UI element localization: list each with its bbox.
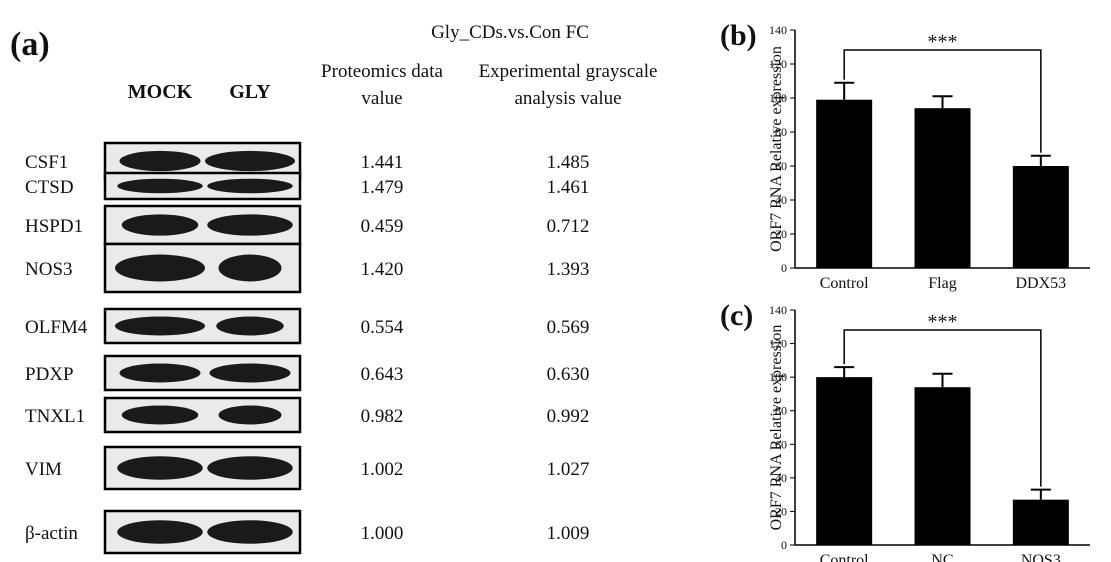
significance-label: *** (928, 311, 958, 333)
cell-value: 0.643 (361, 364, 404, 385)
column-header: value (361, 88, 402, 109)
cell-value: 1.441 (361, 152, 404, 173)
bar (915, 387, 971, 545)
y-axis-label: ORF7 RNA Relative expression (768, 46, 785, 252)
cell-value: 0.982 (361, 406, 404, 427)
blot-band (207, 456, 293, 480)
blot-band (115, 316, 205, 335)
blot-band (219, 405, 282, 424)
cell-value: 0.459 (361, 216, 404, 237)
y-tick-label: 60 (775, 437, 787, 451)
cell-value: 0.630 (547, 364, 590, 385)
blot-band (115, 255, 205, 282)
cell-value: 1.479 (361, 177, 404, 198)
column-header: Experimental grayscale (479, 61, 658, 82)
bar (816, 100, 872, 268)
table-title: Gly_CDs.vs.Con FC (431, 22, 589, 43)
y-tick-label: 120 (769, 57, 787, 71)
x-tick-label: Flag (928, 275, 956, 292)
figure: (a) Gly_CDs.vs.Con FC Proteomics data value… (0, 0, 1111, 562)
figure-canvas: (a) Gly_CDs.vs.Con FC Proteomics data value… (0, 0, 1111, 562)
panel-label: (a) (10, 26, 50, 63)
blot-band (207, 214, 293, 235)
row-name: β-actin (25, 523, 78, 544)
blot-band (120, 151, 201, 171)
y-tick-label: 80 (775, 404, 787, 418)
y-axis-label: ORF7 RNA Relative expression (768, 325, 785, 531)
y-tick-label: 140 (769, 303, 787, 317)
bar (1013, 500, 1069, 545)
blot-band (120, 363, 201, 382)
significance-label: *** (928, 31, 958, 53)
cell-value: 1.461 (547, 177, 590, 198)
y-tick-label: 60 (775, 159, 787, 173)
cell-value: 0.554 (361, 317, 404, 338)
x-tick-label: DDX53 (1015, 275, 1066, 292)
x-tick-label: Control (820, 552, 869, 562)
lane-label: MOCK (128, 81, 193, 103)
cell-value: 1.009 (547, 523, 590, 544)
blot-band (117, 179, 203, 194)
x-tick-label: NC (931, 552, 953, 562)
lane-label: GLY (229, 81, 271, 103)
y-tick-label: 20 (775, 227, 787, 241)
bar (816, 377, 872, 545)
column-header: analysis value (514, 88, 621, 109)
blot-band (122, 214, 199, 235)
blot-band (205, 151, 295, 171)
y-tick-label: 40 (775, 471, 787, 485)
row-name: TNXL1 (25, 406, 85, 427)
cell-value: 1.393 (547, 259, 590, 280)
row-name: PDXP (25, 364, 74, 385)
panel-label: (c) (720, 299, 753, 332)
bar (915, 108, 971, 268)
row-name: HSPD1 (25, 216, 83, 237)
y-tick-label: 100 (769, 370, 787, 384)
panel-label: (b) (720, 19, 757, 52)
row-name: NOS3 (25, 259, 73, 280)
y-tick-label: 140 (769, 23, 787, 37)
x-tick-label: NOS3 (1021, 552, 1061, 562)
row-name: VIM (25, 459, 62, 480)
blot-band (210, 363, 291, 382)
y-tick-label: 0 (781, 261, 787, 275)
row-name: CSF1 (25, 152, 68, 173)
blot-band (122, 405, 199, 424)
column-header: Proteomics data (321, 61, 443, 82)
x-tick-label: Control (820, 275, 869, 292)
cell-value: 1.000 (361, 523, 404, 544)
blot-band (117, 456, 203, 480)
cell-value: 1.027 (547, 459, 590, 480)
blot-band (219, 255, 282, 282)
row-name: OLFM4 (25, 317, 88, 338)
blot-band (207, 179, 293, 194)
y-tick-label: 80 (775, 125, 787, 139)
cell-value: 1.420 (361, 259, 404, 280)
y-tick-label: 20 (775, 504, 787, 518)
y-tick-label: 40 (775, 193, 787, 207)
cell-value: 0.569 (547, 317, 590, 338)
cell-value: 0.712 (547, 216, 590, 237)
y-tick-label: 100 (769, 91, 787, 105)
cell-value: 0.992 (547, 406, 590, 427)
blot-band (207, 520, 293, 544)
cell-value: 1.002 (361, 459, 404, 480)
row-name: CTSD (25, 177, 74, 198)
y-tick-label: 0 (781, 538, 787, 552)
blot-band (117, 520, 203, 544)
blot-band (216, 316, 284, 335)
cell-value: 1.485 (547, 152, 590, 173)
y-tick-label: 120 (769, 337, 787, 351)
bar (1013, 166, 1069, 268)
